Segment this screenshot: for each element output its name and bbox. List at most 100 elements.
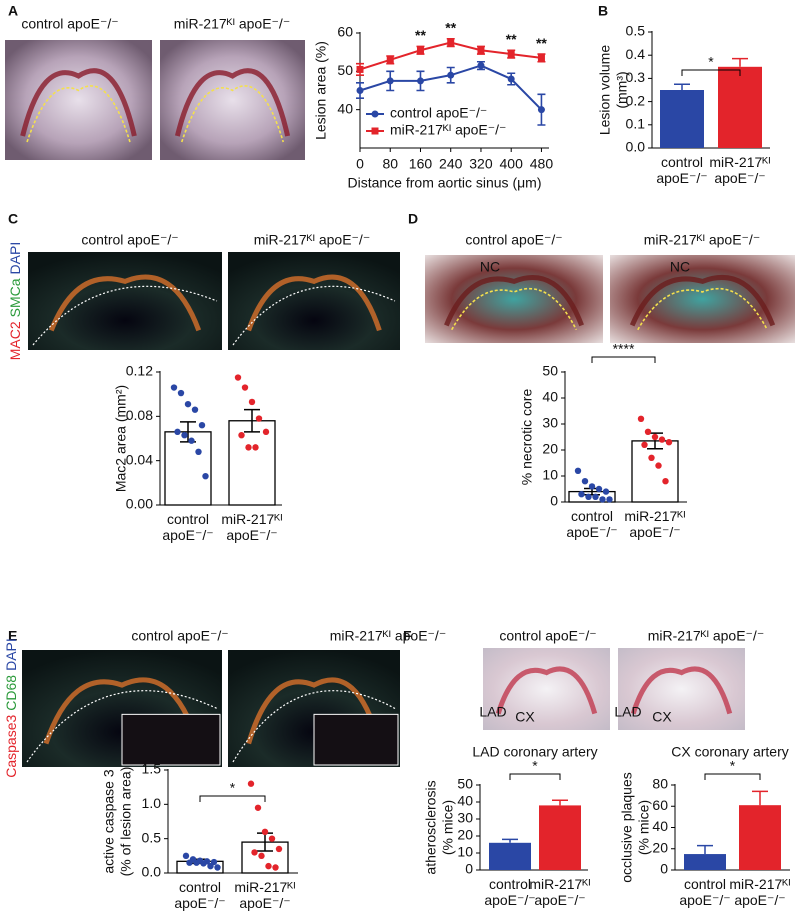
y-tick-label: 40 xyxy=(457,793,473,809)
error-bar xyxy=(674,83,690,90)
panel-letter: E xyxy=(8,628,17,644)
micrograph xyxy=(228,252,400,350)
chart-title: LAD coronary artery xyxy=(472,744,597,760)
point xyxy=(507,50,515,58)
data-point xyxy=(641,441,648,448)
x-tick-label: 400 xyxy=(500,156,524,172)
data-point xyxy=(592,493,599,500)
data-point xyxy=(648,454,655,461)
image-label: miR-217ᴷᴵ apoE⁻/⁻ xyxy=(330,628,446,644)
point xyxy=(477,62,485,70)
image-label: control apoE⁻/⁻ xyxy=(131,628,228,644)
bar xyxy=(164,431,212,506)
x-tick-label: miR-217ᴷᴵ apoE⁻/⁻ xyxy=(709,154,771,186)
image-label: miR-217ᴷᴵ apoE⁻/⁻ xyxy=(174,16,290,32)
y-axis-label: Mac2 area (mm²) xyxy=(113,385,129,492)
data-point xyxy=(241,384,249,391)
significance-bracket xyxy=(509,773,561,780)
data-point xyxy=(665,439,673,446)
bar xyxy=(684,854,726,870)
significance: ** xyxy=(415,27,426,43)
significance: ** xyxy=(506,31,517,47)
y-axis-label: occlusive plaques xyxy=(619,772,635,883)
significance-bracket xyxy=(704,773,761,780)
x-tick-label: control apoE⁻/⁻ xyxy=(162,511,214,543)
bar xyxy=(718,66,762,148)
y-tick-label: 20 xyxy=(652,839,668,855)
bar xyxy=(539,805,581,870)
y-axis-label: Lesion area (%) xyxy=(313,41,329,140)
region-outline xyxy=(26,690,218,763)
data-point xyxy=(238,431,245,439)
data-point xyxy=(182,852,190,860)
y-axis-label: (% mice) xyxy=(636,800,652,855)
stain-word: CD68 xyxy=(3,675,19,711)
bar xyxy=(660,90,704,148)
data-point xyxy=(170,384,178,391)
y-axis-label: Lesion volume xyxy=(597,45,613,135)
y-tick-label: 0.12 xyxy=(126,363,153,379)
data-point xyxy=(265,862,272,870)
y-tick-label: 0.08 xyxy=(126,407,153,423)
lesion-outline xyxy=(174,68,291,137)
point xyxy=(356,65,364,73)
bar xyxy=(739,805,781,870)
lesion-outline xyxy=(43,677,201,745)
image-label: miR-217ᴷᴵ apoE⁻/⁻ xyxy=(648,628,764,644)
data-point xyxy=(202,472,209,480)
image-note: LAD xyxy=(614,704,641,720)
x-tick-label: 480 xyxy=(530,156,554,172)
image-note: NC xyxy=(670,259,690,275)
x-tick-label: control apoE⁻/⁻ xyxy=(656,154,708,186)
region-outline xyxy=(232,690,396,763)
data-point xyxy=(651,433,659,441)
error-bar xyxy=(552,799,568,806)
y-tick-label: 40 xyxy=(652,818,668,834)
data-point xyxy=(200,860,207,867)
point xyxy=(356,87,364,94)
y-tick-label: 50 xyxy=(542,363,558,379)
legend-label: miR-217ᴷᴵ apoE⁻/⁻ xyxy=(390,122,506,138)
y-tick-label: 0.4 xyxy=(626,46,646,62)
micrograph xyxy=(160,40,305,160)
lesion-outline xyxy=(246,677,382,745)
x-tick-label: 240 xyxy=(439,156,463,172)
micrograph xyxy=(610,255,795,343)
error-bar xyxy=(697,844,713,855)
image-note: CX xyxy=(515,709,535,725)
data-point xyxy=(599,496,606,503)
data-point xyxy=(602,488,610,495)
significance-bracket xyxy=(199,795,266,802)
image-label: miR-217ᴷᴵ apoE⁻/⁻ xyxy=(644,232,760,248)
y-tick-label: 0.0 xyxy=(626,139,646,155)
data-point xyxy=(595,485,603,493)
lesion-outline xyxy=(246,274,382,332)
data-point xyxy=(606,496,613,503)
lesion-dashed xyxy=(450,287,578,331)
significance: ** xyxy=(536,35,547,51)
significance: ** xyxy=(445,19,456,35)
image-label: control apoE⁻/⁻ xyxy=(81,232,178,248)
stain-label: MAC2 SMCa DAPI xyxy=(7,242,23,361)
point xyxy=(447,39,455,47)
y-tick-label: 0.00 xyxy=(126,496,153,512)
region-outline xyxy=(232,285,396,346)
stain-word: DAPI xyxy=(7,242,23,275)
y-tick-label: 50 xyxy=(337,62,353,78)
point xyxy=(416,46,424,54)
data-point xyxy=(258,852,265,860)
x-tick-label: 320 xyxy=(469,156,493,172)
error-bar xyxy=(732,57,748,67)
point xyxy=(447,71,455,79)
y-tick-label: 30 xyxy=(542,415,558,431)
x-tick-label: control apoE⁻/⁻ xyxy=(679,876,731,908)
panel-letter: C xyxy=(8,211,18,227)
y-axis-label: (mm³) xyxy=(614,71,630,108)
lesion-outline xyxy=(495,666,598,715)
lesion-outline xyxy=(629,275,776,327)
data-point xyxy=(193,859,200,866)
y-tick-label: 60 xyxy=(337,24,353,40)
x-tick-label: miR-217ᴷᴵ apoE⁻/⁻ xyxy=(221,511,283,543)
data-point xyxy=(198,422,206,429)
